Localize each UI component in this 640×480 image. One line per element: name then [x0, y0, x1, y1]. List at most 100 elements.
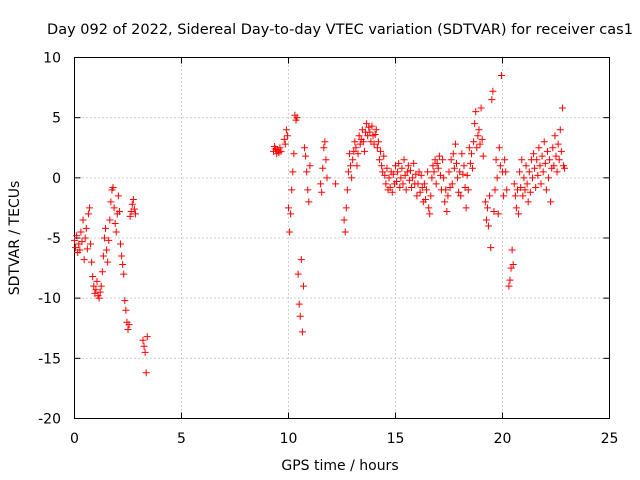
data-point: [360, 147, 368, 155]
data-point: [79, 216, 87, 224]
data-point: [414, 180, 422, 188]
data-point: [517, 183, 525, 191]
data-point: [533, 156, 541, 164]
data-point: [470, 138, 478, 146]
data-points: [71, 72, 569, 377]
data-point: [129, 195, 137, 203]
data-point: [298, 328, 306, 336]
data-point: [485, 222, 493, 230]
data-point: [388, 188, 396, 196]
data-point: [516, 168, 524, 176]
data-point: [555, 156, 563, 164]
data-point: [538, 152, 546, 160]
data-point: [421, 195, 429, 203]
data-point: [88, 258, 96, 266]
data-point: [459, 170, 467, 178]
data-point: [549, 144, 557, 152]
data-point: [119, 260, 127, 268]
data-point: [561, 164, 569, 172]
data-point: [141, 348, 149, 356]
data-point: [535, 144, 543, 152]
data-point: [323, 174, 331, 182]
data-point: [445, 168, 453, 176]
data-point: [494, 210, 502, 218]
data-point: [424, 168, 432, 176]
data-point: [429, 162, 437, 170]
data-point: [522, 162, 530, 170]
data-point: [415, 168, 423, 176]
data-point: [301, 144, 309, 152]
data-point: [81, 234, 89, 242]
data-point: [395, 159, 403, 167]
data-point: [344, 168, 352, 176]
data-point: [317, 180, 325, 188]
y-tick-label: 5: [52, 111, 61, 127]
data-point: [103, 246, 111, 254]
data-point: [484, 204, 492, 212]
data-point: [359, 138, 367, 146]
data-point: [97, 282, 105, 290]
data-point: [465, 144, 473, 152]
data-point: [297, 256, 305, 264]
data-point: [410, 159, 418, 167]
data-point: [104, 258, 112, 266]
data-point: [399, 180, 407, 188]
data-point: [352, 144, 360, 152]
data-point: [124, 325, 132, 333]
data-point: [83, 245, 91, 253]
data-point: [541, 159, 549, 167]
data-point: [303, 168, 311, 176]
data-point: [511, 192, 519, 200]
chart-title: Day 092 of 2022, Sidereal Day-to-day VTE…: [47, 22, 633, 38]
data-point: [434, 164, 442, 172]
data-point: [319, 164, 327, 172]
data-point: [383, 164, 391, 172]
data-point: [439, 156, 447, 164]
x-tick-label: 5: [177, 431, 186, 447]
data-point: [106, 216, 114, 224]
data-point: [107, 198, 115, 206]
x-tick-labels: 0 5 10 15 20 25: [70, 431, 618, 447]
data-point: [523, 180, 531, 188]
x-tick-label: 0: [70, 431, 79, 447]
data-point: [509, 260, 517, 268]
data-point: [125, 321, 133, 329]
data-point: [385, 174, 393, 182]
y-tick-label: -5: [47, 231, 61, 247]
data-point: [496, 162, 504, 170]
data-point: [427, 192, 435, 200]
data-point: [554, 140, 562, 148]
data-point: [282, 126, 290, 134]
data-point: [490, 208, 498, 216]
data-point: [542, 186, 550, 194]
data-point: [512, 204, 520, 212]
data-point: [348, 174, 356, 182]
data-point: [90, 282, 98, 290]
data-point: [454, 174, 462, 182]
data-point: [491, 186, 499, 194]
data-point: [489, 87, 497, 95]
data-point: [413, 192, 421, 200]
data-point: [400, 156, 408, 164]
data-point: [425, 204, 433, 212]
data-point: [350, 147, 358, 155]
data-point: [519, 192, 527, 200]
data-point: [423, 186, 431, 194]
data-point: [441, 198, 449, 206]
data-point: [377, 147, 385, 155]
data-point: [543, 147, 551, 155]
data-point: [140, 342, 148, 350]
data-point: [342, 204, 350, 212]
data-point: [332, 180, 340, 188]
data-point: [416, 188, 424, 196]
data-point: [363, 120, 371, 128]
data-point: [85, 204, 93, 212]
data-point: [474, 132, 482, 140]
data-point: [403, 168, 411, 176]
data-point: [82, 224, 90, 232]
data-point: [92, 286, 100, 294]
data-point: [78, 238, 86, 246]
data-point: [515, 210, 523, 218]
x-tick-label: 20: [494, 431, 512, 447]
data-point: [401, 171, 409, 179]
